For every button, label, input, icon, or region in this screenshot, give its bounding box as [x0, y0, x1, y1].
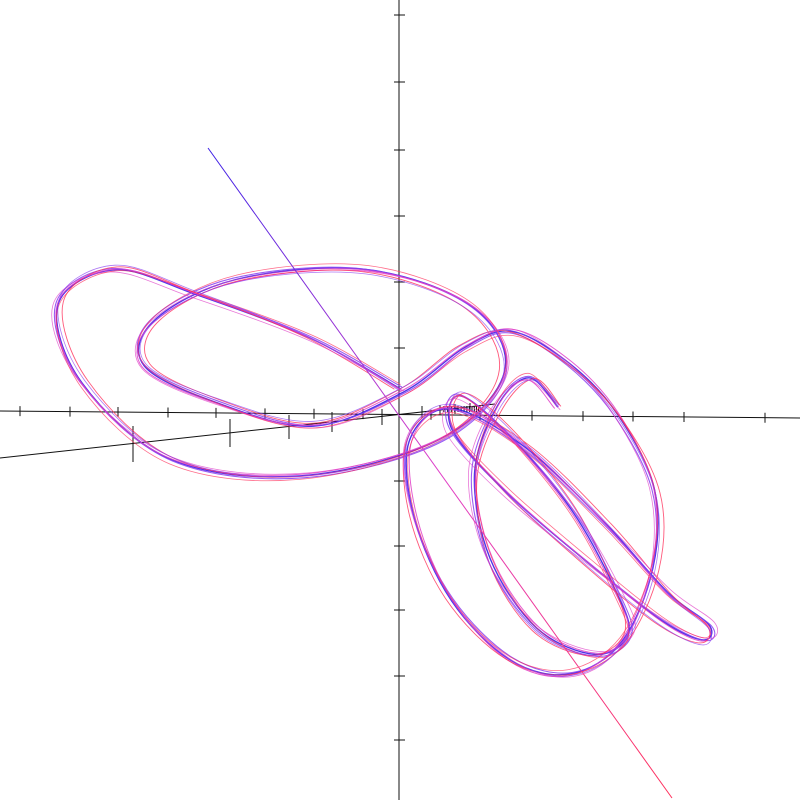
- trajectory-strand: [57, 264, 712, 677]
- trajectory-strand: [53, 266, 716, 674]
- curve-layer: [51, 147, 719, 799]
- trajectory-strand: [61, 266, 711, 676]
- z-axis-line: [0, 403, 496, 459]
- trajectory-strand: [55, 268, 711, 678]
- manifold-line: [207, 147, 673, 799]
- trajectory-strand: [55, 267, 713, 676]
